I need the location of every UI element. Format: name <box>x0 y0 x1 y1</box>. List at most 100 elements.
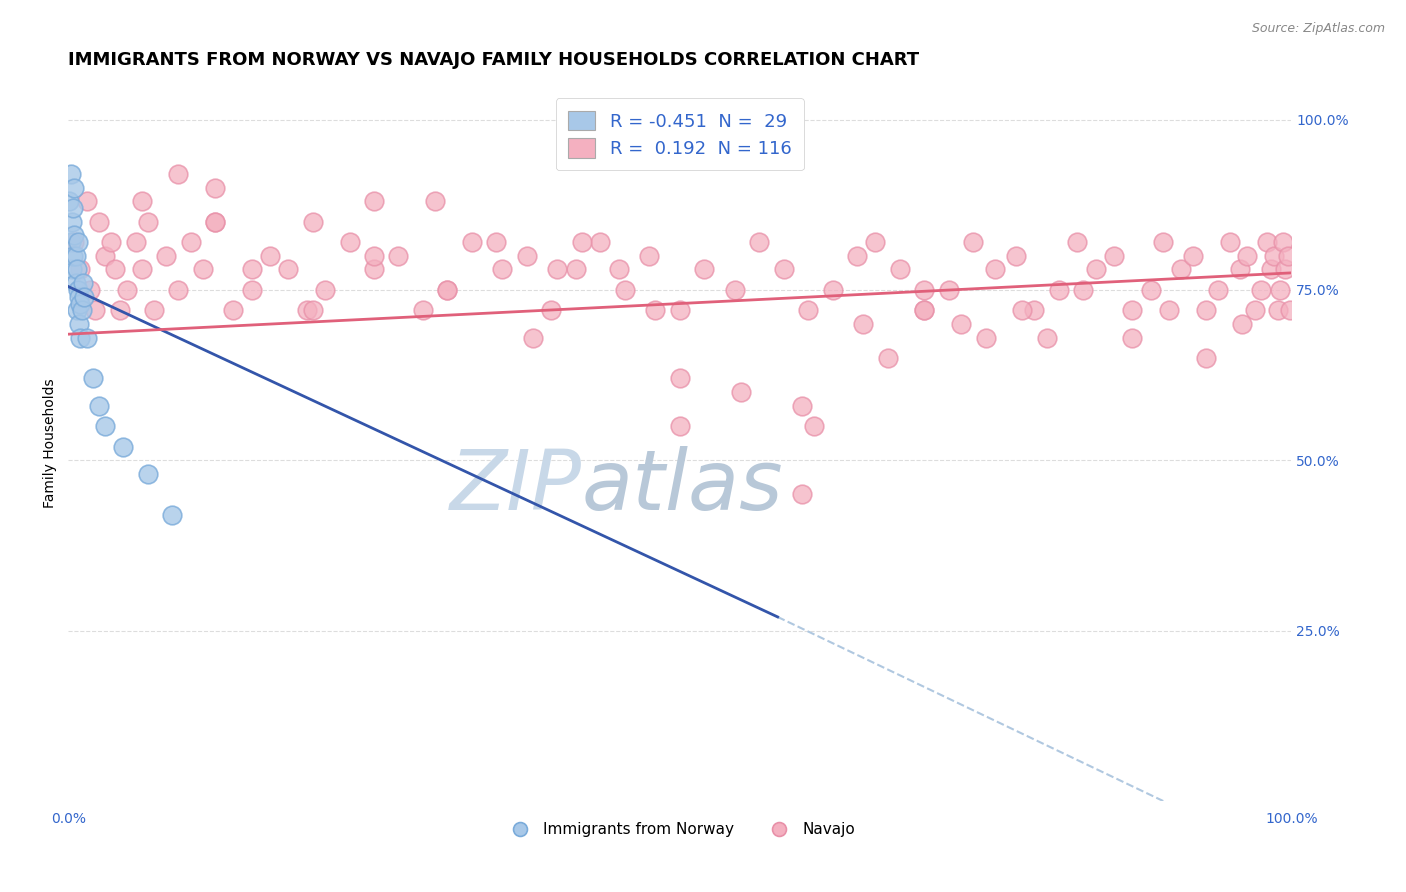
Text: Source: ZipAtlas.com: Source: ZipAtlas.com <box>1251 22 1385 36</box>
Text: IMMIGRANTS FROM NORWAY VS NAVAJO FAMILY HOUSEHOLDS CORRELATION CHART: IMMIGRANTS FROM NORWAY VS NAVAJO FAMILY … <box>69 51 920 69</box>
Point <box>155 249 177 263</box>
Point <box>69 296 91 310</box>
Point <box>66 262 89 277</box>
Point <box>865 235 887 250</box>
Point <box>60 262 83 277</box>
Point <box>436 283 458 297</box>
Point <box>1047 283 1070 297</box>
Point <box>912 303 935 318</box>
Point <box>485 235 508 250</box>
Point <box>82 371 104 385</box>
Point <box>69 330 91 344</box>
Point <box>540 303 562 318</box>
Point <box>1263 249 1285 263</box>
Point <box>1073 283 1095 297</box>
Point <box>160 508 183 522</box>
Point <box>59 167 82 181</box>
Point <box>668 303 690 318</box>
Point <box>70 303 93 318</box>
Point <box>72 276 94 290</box>
Point <box>1170 262 1192 277</box>
Point <box>1182 249 1205 263</box>
Point <box>63 228 86 243</box>
Point <box>852 317 875 331</box>
Point <box>790 399 813 413</box>
Point <box>142 303 165 318</box>
Point <box>1279 303 1302 318</box>
Point <box>1152 235 1174 250</box>
Point <box>62 249 84 263</box>
Point <box>63 235 86 250</box>
Point <box>846 249 869 263</box>
Point <box>1121 330 1143 344</box>
Point <box>87 215 110 229</box>
Point <box>1195 303 1218 318</box>
Point <box>167 167 190 181</box>
Point <box>1084 262 1107 277</box>
Point <box>803 419 825 434</box>
Point <box>1250 283 1272 297</box>
Point <box>108 303 131 318</box>
Point <box>240 283 263 297</box>
Point <box>491 262 513 277</box>
Point <box>522 330 544 344</box>
Point <box>1035 330 1057 344</box>
Point <box>84 303 107 318</box>
Point <box>259 249 281 263</box>
Point <box>565 262 588 277</box>
Point <box>962 235 984 250</box>
Point <box>1267 303 1289 318</box>
Point <box>59 235 82 250</box>
Point <box>912 303 935 318</box>
Point <box>124 235 146 250</box>
Point <box>461 235 484 250</box>
Point <box>571 235 593 250</box>
Point <box>112 440 135 454</box>
Point <box>66 283 89 297</box>
Point <box>1121 303 1143 318</box>
Point <box>412 303 434 318</box>
Point <box>136 215 159 229</box>
Point <box>62 201 84 215</box>
Point <box>613 283 636 297</box>
Point <box>1005 249 1028 263</box>
Point <box>73 290 96 304</box>
Point <box>693 262 716 277</box>
Point <box>1260 262 1282 277</box>
Point <box>724 283 747 297</box>
Point <box>1243 303 1265 318</box>
Point <box>607 262 630 277</box>
Point <box>363 262 385 277</box>
Point <box>1157 303 1180 318</box>
Point <box>67 290 90 304</box>
Point <box>240 262 263 277</box>
Point <box>821 283 844 297</box>
Point <box>363 249 385 263</box>
Point <box>1271 235 1294 250</box>
Point <box>730 385 752 400</box>
Point <box>1195 351 1218 365</box>
Point <box>589 235 612 250</box>
Point <box>204 180 226 194</box>
Point <box>1139 283 1161 297</box>
Point <box>912 283 935 297</box>
Point <box>1274 262 1296 277</box>
Point <box>425 194 447 209</box>
Point <box>204 215 226 229</box>
Point <box>302 303 325 318</box>
Point <box>66 235 89 250</box>
Point <box>1219 235 1241 250</box>
Point <box>79 283 101 297</box>
Point <box>67 317 90 331</box>
Point <box>889 262 911 277</box>
Point <box>1102 249 1125 263</box>
Point <box>295 303 318 318</box>
Point <box>69 262 91 277</box>
Legend: Immigrants from Norway, Navajo: Immigrants from Norway, Navajo <box>498 816 862 843</box>
Point <box>302 215 325 229</box>
Point <box>1011 303 1033 318</box>
Text: ZIP: ZIP <box>450 446 582 526</box>
Point <box>87 399 110 413</box>
Point <box>339 235 361 250</box>
Point <box>58 194 80 209</box>
